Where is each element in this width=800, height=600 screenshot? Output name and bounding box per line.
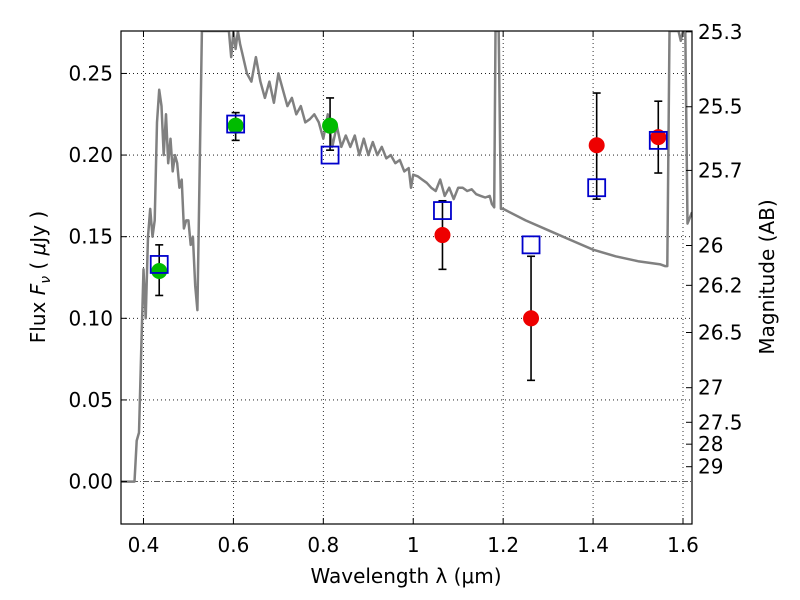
x-axis-label: Wavelength λ (μm) (310, 564, 501, 588)
y-tick-label: 0.15 (68, 225, 113, 249)
mag-tick-label: 25.3 (698, 20, 743, 44)
y-axis-label: Flux Fν ( μJy ) (26, 211, 54, 343)
mag-tick-label: 26.2 (698, 273, 743, 297)
x-tick-label: 1.6 (667, 533, 699, 557)
mag-tick-label: 28 (698, 432, 723, 456)
y-tick-label: 0.05 (68, 388, 113, 412)
y-axis-label-mu: μ (26, 243, 50, 257)
y-tick-label: 0.20 (68, 143, 113, 167)
mag-tick-label: 26 (698, 234, 723, 258)
x-tick-label: 1.2 (487, 533, 519, 557)
flux-point-circle (151, 262, 168, 279)
model-flux-square (149, 255, 169, 274)
data-markers (149, 114, 668, 327)
x-ticks: 0.4 0.6 0.8 1 1.2 1.4 1.6 (128, 31, 699, 557)
flux-point-circle (227, 117, 244, 134)
mag-tick-label: 26.5 (698, 321, 743, 345)
y-axis-label-prefix: Flux (26, 295, 50, 343)
mag-tick-label: 25.7 (698, 158, 743, 182)
x-tick-label: 0.6 (217, 533, 249, 557)
y-axis-label-unit: ( (26, 255, 50, 276)
mag-tick-label: 25.5 (698, 95, 743, 119)
flux-point-circle (523, 310, 540, 327)
flux-point-circle (322, 117, 339, 134)
y-tick-label: 0.10 (68, 306, 113, 330)
y-axis-label-subscript: ν (38, 276, 54, 284)
x-tick-label: 1.4 (577, 533, 609, 557)
flux-point-circle (434, 227, 451, 244)
model-flux-square (648, 130, 668, 150)
flux-point-circle (650, 129, 667, 146)
mag-tick-label: 27.5 (698, 410, 743, 434)
x-tick-label: 0.8 (307, 533, 339, 557)
right-axis-label: Magnitude (AB) (755, 199, 779, 354)
flux-point-circle (588, 137, 605, 154)
y-axis-label-symbol: F (26, 283, 50, 295)
y-tick-label: 0.00 (68, 470, 113, 494)
x-tick-label: 0.4 (128, 533, 160, 557)
x-tick-label: 1 (407, 533, 420, 557)
model-flux-square (320, 145, 340, 165)
y-tick-label: 0.25 (68, 61, 113, 85)
mag-tick-label: 29 (698, 455, 723, 479)
model-flux-square (226, 114, 246, 134)
model-flux-square (587, 178, 607, 198)
plot-background (121, 31, 692, 524)
mag-tick-label: 27 (698, 376, 723, 400)
y-ticks: 0.00 0.05 0.10 0.15 0.20 0.25 (68, 61, 127, 494)
model-flux-square (433, 201, 452, 220)
model-flux-square (521, 235, 541, 255)
y-axis-label-jy: Jy ) (26, 211, 50, 245)
plot-frame (120, 30, 693, 525)
